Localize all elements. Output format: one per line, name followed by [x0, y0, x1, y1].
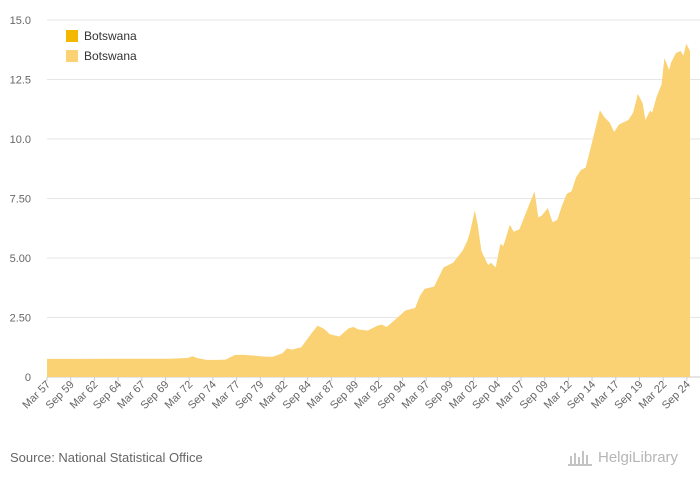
legend-swatch-light: [66, 50, 78, 62]
y-tick-label: 10.0: [10, 134, 31, 146]
y-tick-label: 15.0: [10, 15, 31, 27]
y-tick-label: 7.50: [10, 194, 31, 206]
y-axis: 0 2.50 5.00 7.50 10.0 12.5 15.0: [10, 15, 31, 384]
legend-label-1: Botswana: [84, 29, 137, 43]
y-tick-label: 5.00: [10, 253, 31, 265]
library-icon: [568, 451, 592, 466]
y-tick-label: 2.50: [10, 313, 31, 325]
y-tick-label: 12.5: [10, 75, 31, 87]
grid-lines: [47, 19, 700, 378]
legend: Botswana Botswana: [66, 29, 137, 63]
area-botswana: [47, 43, 690, 378]
brand-logo[interactable]: HelgiLibrary: [568, 448, 678, 466]
area-series: [47, 43, 690, 378]
legend-label-2: Botswana: [84, 49, 137, 63]
legend-swatch-dark: [66, 30, 78, 42]
brand-name: HelgiLibrary: [598, 448, 679, 466]
source-note: Source: National Statistical Office: [10, 450, 203, 465]
y-tick-label: 0: [25, 372, 31, 384]
